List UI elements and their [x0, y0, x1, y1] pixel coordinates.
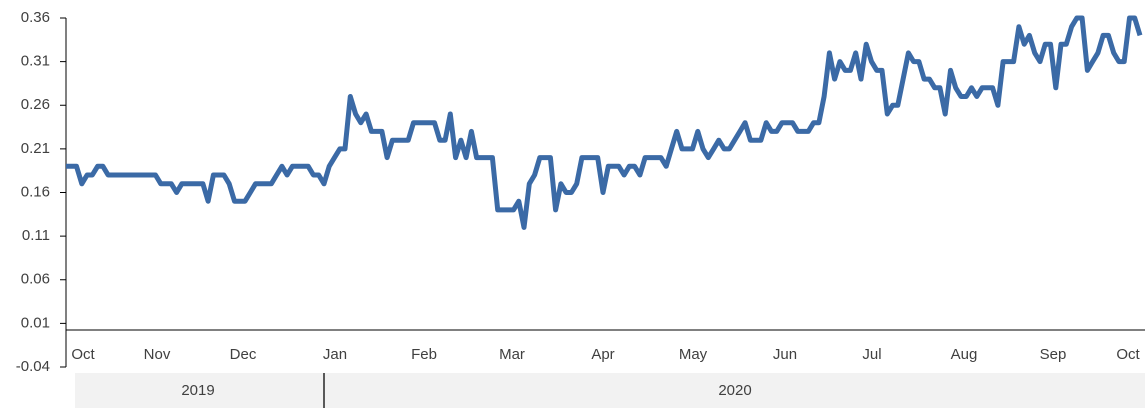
y-tick-label: 0.21: [21, 140, 50, 157]
x-tick-label: Nov: [144, 346, 171, 363]
y-tick-label: -0.04: [16, 358, 50, 375]
y-tick-label: 0.26: [21, 96, 50, 113]
x-tick-label: Jul: [862, 346, 881, 363]
x-tick-label: May: [679, 346, 708, 363]
x-tick-label: Oct: [71, 346, 95, 363]
x-tick-label: Aug: [951, 346, 978, 363]
x-tick-label: Dec: [230, 346, 257, 363]
x-tick-label: Sep: [1040, 346, 1067, 363]
y-tick-label: 0.16: [21, 183, 50, 200]
y-tick-label: 0.01: [21, 314, 50, 331]
x-tick-label: Feb: [411, 346, 437, 363]
x-tick-label: Jan: [323, 346, 347, 363]
year-label: 2020: [718, 382, 751, 399]
year-band: [75, 373, 1145, 408]
x-tick-label: Apr: [591, 346, 614, 363]
y-tick-label: 0.36: [21, 9, 50, 26]
line-series: [66, 15, 1143, 230]
y-tick-label: 0.31: [21, 53, 50, 70]
x-tick-label: Mar: [499, 346, 525, 363]
y-tick-label: 0.11: [22, 227, 50, 244]
x-tick-label: Oct: [1116, 346, 1140, 363]
year-label: 2019: [181, 382, 214, 399]
y-tick-label: 0.06: [21, 271, 50, 288]
x-tick-label: Jun: [773, 346, 797, 363]
